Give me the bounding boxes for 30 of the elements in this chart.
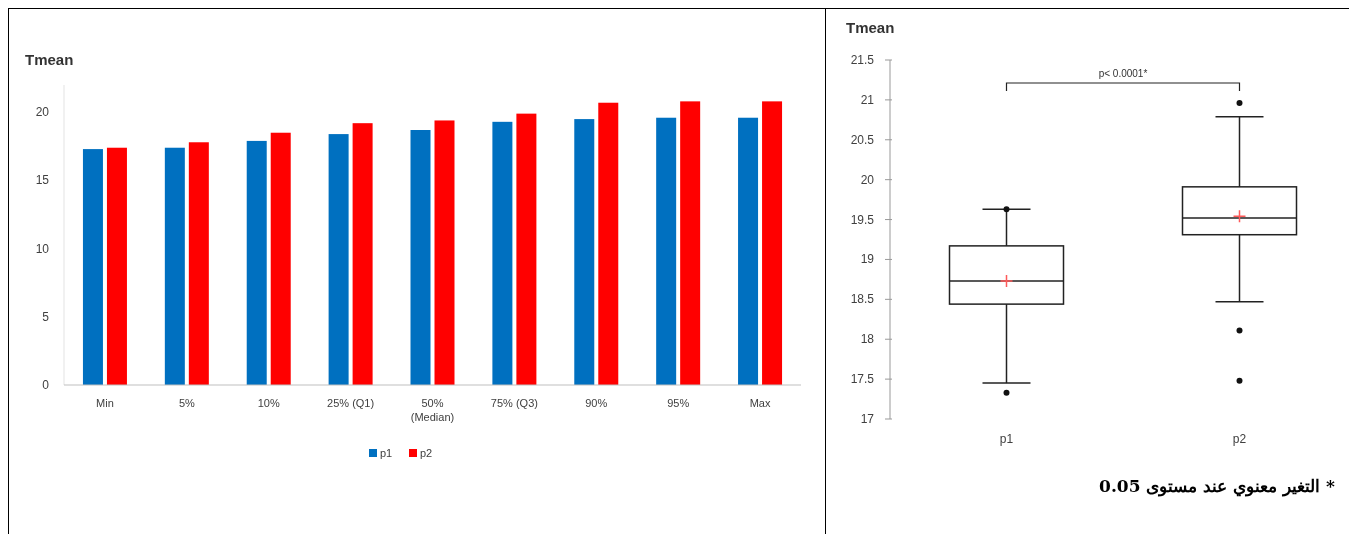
y-tick-label: 20 [35, 105, 50, 120]
text: * التغير معنوي عند مستوى 0.05 [1099, 476, 1335, 496]
x-tick-label: Min [96, 397, 114, 409]
x-tick-label: 50% (Median) [410, 397, 455, 423]
legend-label: p1 [380, 447, 393, 459]
y-tick-label: 18.5 [850, 292, 875, 307]
legend-label: p2 [420, 447, 433, 459]
x-tick-label: 25% (Q1) [327, 397, 375, 409]
y-tick-label: 15 [35, 173, 50, 188]
x-tick-label: 5% [178, 397, 195, 409]
y-tick-label: 19.5 [850, 212, 875, 227]
y-tick-label: 0 [42, 378, 50, 392]
y-tick-label: 5 [42, 309, 50, 324]
y-tick-label: 21.5 [850, 53, 875, 67]
y-tick-label: 20.5 [850, 132, 875, 147]
y-tick-label: 10 [35, 241, 50, 256]
y-axis-title: Tmean [25, 51, 74, 68]
x-tick-label: 95% [667, 397, 690, 409]
y-tick-label: 18 [860, 332, 875, 347]
y-tick-label: 19 [860, 252, 875, 267]
x-tick-label: 10% [257, 397, 280, 409]
y-axis-title: Tmean [846, 19, 895, 36]
y-tick-label: 17 [860, 412, 875, 426]
x-tick-label: 75% (Q3) [490, 397, 538, 409]
annotation: p< 0.0001* [1098, 68, 1148, 79]
x-tick-label: 90% [585, 397, 608, 409]
x-tick-label: Max [749, 397, 771, 409]
y-tick-label: 21 [860, 92, 875, 107]
y-tick-label: 20 [860, 172, 875, 187]
y-tick-label: 17.5 [850, 372, 875, 387]
